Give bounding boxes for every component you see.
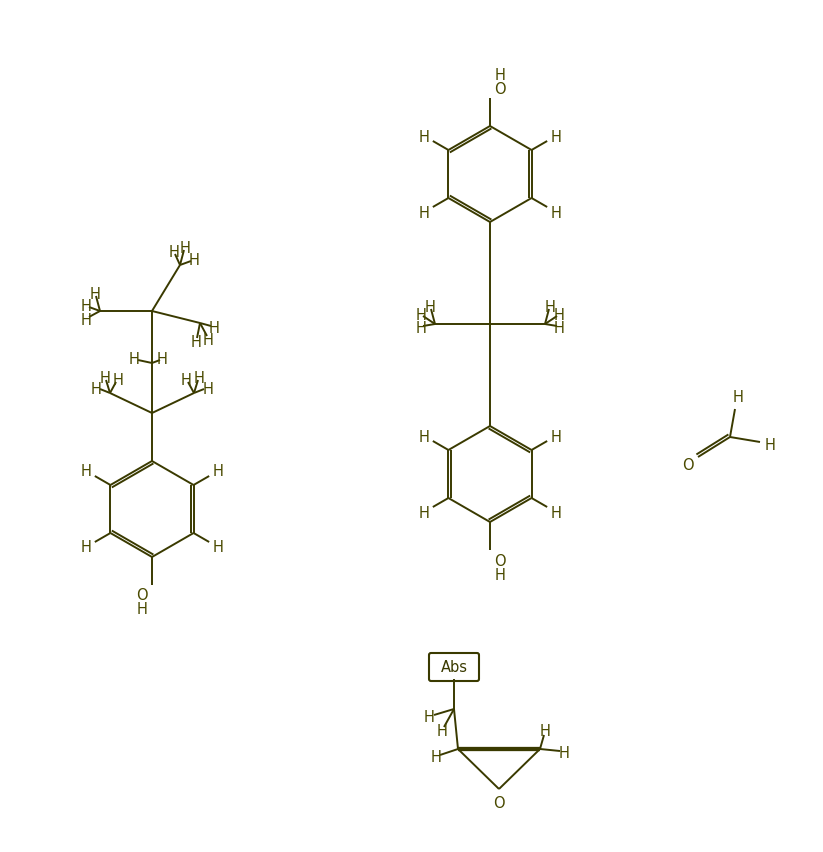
Text: O: O (493, 796, 504, 810)
Text: H: H (732, 390, 743, 405)
Text: H: H (193, 370, 204, 385)
Text: O: O (136, 588, 148, 603)
Text: H: H (81, 312, 91, 327)
Text: Abs: Abs (440, 659, 467, 675)
Text: H: H (419, 130, 430, 144)
Text: H: H (202, 332, 213, 347)
Text: H: H (554, 320, 565, 335)
Text: H: H (551, 205, 561, 220)
Text: H: H (212, 464, 223, 479)
Text: H: H (91, 381, 101, 396)
Text: H: H (495, 567, 505, 582)
Text: H: H (551, 429, 561, 444)
Text: H: H (113, 372, 123, 387)
Text: H: H (424, 710, 435, 725)
Text: H: H (156, 351, 167, 366)
Text: H: H (90, 286, 100, 301)
Text: H: H (559, 745, 570, 760)
Text: H: H (128, 351, 139, 366)
Text: H: H (419, 205, 430, 220)
Text: O: O (494, 82, 506, 96)
Text: H: H (416, 320, 426, 335)
Text: H: H (188, 252, 199, 268)
Text: H: H (191, 334, 202, 349)
Text: H: H (436, 723, 448, 739)
Text: H: H (551, 130, 561, 144)
Text: H: H (416, 307, 426, 322)
Text: H: H (169, 245, 179, 259)
Text: O: O (682, 458, 694, 473)
Text: O: O (494, 553, 506, 567)
FancyBboxPatch shape (429, 653, 479, 682)
Text: H: H (180, 372, 192, 387)
Text: H: H (208, 320, 220, 335)
Text: H: H (202, 381, 213, 396)
Text: H: H (179, 240, 190, 256)
Text: H: H (81, 540, 91, 555)
Text: H: H (551, 505, 561, 520)
Text: H: H (545, 299, 556, 314)
Text: H: H (430, 750, 441, 764)
Text: H: H (765, 438, 775, 453)
Text: H: H (81, 298, 91, 314)
Text: H: H (425, 299, 435, 314)
Text: H: H (81, 464, 91, 479)
Text: H: H (419, 429, 430, 444)
Text: H: H (212, 540, 223, 555)
Text: H: H (554, 307, 565, 322)
Text: H: H (100, 370, 110, 385)
Text: H: H (540, 723, 551, 739)
Text: H: H (419, 505, 430, 520)
Text: H: H (495, 67, 505, 83)
Text: H: H (137, 602, 147, 617)
